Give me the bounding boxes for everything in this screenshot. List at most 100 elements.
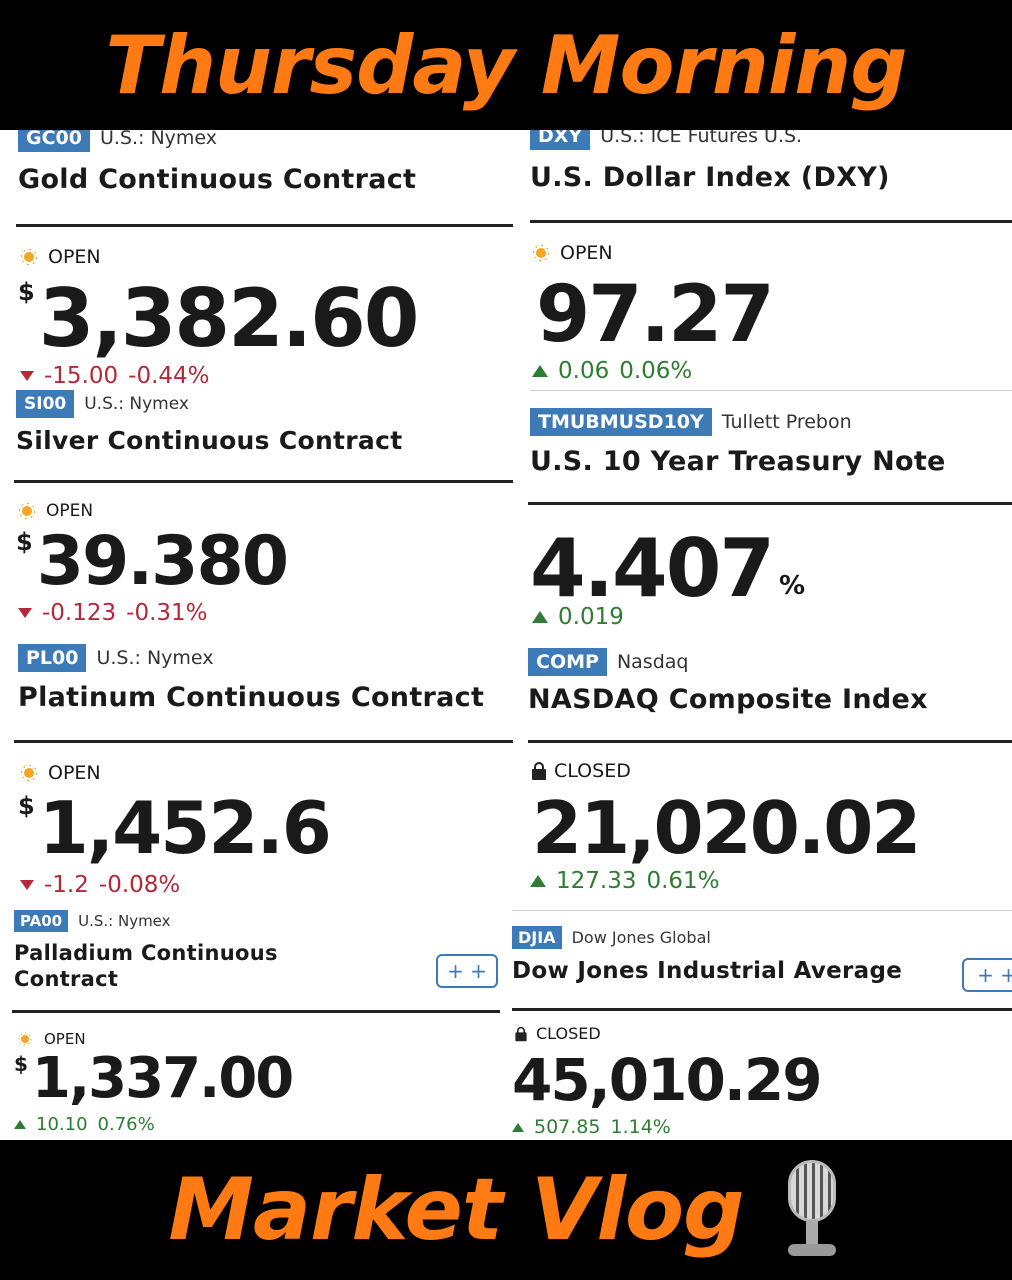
market-status: OPEN	[18, 246, 101, 268]
price-value: $ 1,452.6	[18, 786, 332, 870]
ticker-badge[interactable]: COMP	[528, 648, 607, 676]
add-to-watchlist-button[interactable]: + +	[436, 954, 498, 988]
status-label: OPEN	[560, 242, 613, 264]
exchange-label: Nasdaq	[616, 651, 689, 673]
price-change: 0.06 0.06%	[532, 358, 692, 384]
instrument-name[interactable]: Silver Continuous Contract	[16, 426, 403, 455]
divider	[530, 220, 1012, 223]
change-amount: -1.2	[44, 872, 89, 898]
instrument-name[interactable]: Platinum Continuous Contract	[18, 682, 485, 713]
lock-icon	[515, 1026, 527, 1041]
percent-suffix: %	[779, 571, 806, 601]
up-arrow-icon	[512, 1122, 524, 1132]
exchange-label: U.S.: Nymex	[99, 130, 218, 149]
currency-symbol: $	[16, 528, 33, 556]
sun-icon	[16, 500, 38, 522]
market-status: CLOSED	[532, 760, 631, 782]
status-label: OPEN	[48, 762, 101, 784]
price-change: 507.85 1.14%	[512, 1116, 671, 1138]
divider	[12, 1010, 500, 1013]
exchange-label: U.S.: ICE Futures U.S.	[600, 130, 803, 147]
price-number: 21,020.02	[532, 786, 921, 870]
ticker-row-dxy: DXY U.S.: ICE Futures U.S.	[530, 130, 802, 150]
divider	[530, 390, 1012, 391]
currency-symbol: $	[18, 278, 35, 306]
bottom-banner: Market Vlog	[0, 1140, 1012, 1280]
price-number: 4.407	[530, 522, 775, 615]
market-status: OPEN	[14, 1028, 86, 1050]
change-amount: 0.019	[558, 604, 624, 630]
price-change: -15.00 -0.44%	[20, 364, 210, 388]
market-status: OPEN	[530, 242, 613, 264]
status-label: CLOSED	[536, 1024, 601, 1043]
down-arrow-icon	[18, 608, 32, 618]
divider	[528, 502, 1012, 505]
market-panel: GC00 U.S.: Nymex Gold Continuous Contrac…	[0, 130, 1012, 1140]
up-arrow-icon	[530, 875, 546, 887]
change-percent: -0.31%	[126, 600, 208, 626]
change-percent: 0.76%	[97, 1114, 155, 1135]
price-value: 97.27	[536, 270, 775, 360]
instrument-name[interactable]: Gold Continuous Contract	[18, 164, 417, 195]
up-arrow-icon	[532, 365, 548, 377]
up-arrow-icon	[14, 1120, 26, 1129]
instrument-name[interactable]: U.S. 10 Year Treasury Note	[530, 446, 946, 477]
price-number: 1,337.00	[31, 1046, 294, 1111]
divider	[512, 910, 1012, 911]
ticker-badge[interactable]: SI00	[16, 390, 75, 418]
ticker-row-platinum: PL00 U.S.: Nymex	[18, 644, 214, 672]
instrument-name-line1: Palladium Continuous	[14, 941, 278, 965]
price-number: 97.27	[536, 270, 775, 360]
ticker-badge[interactable]: DJIA	[512, 926, 562, 949]
ticker-row-djia: DJIA Dow Jones Global	[512, 926, 711, 949]
instrument-name[interactable]: Palladium Continuous Contract	[14, 940, 278, 992]
change-percent: -0.08%	[98, 872, 181, 898]
status-label: CLOSED	[554, 760, 631, 782]
sun-icon	[16, 1030, 34, 1048]
status-label: OPEN	[46, 501, 94, 521]
sun-icon	[18, 762, 40, 784]
change-amount: 507.85	[534, 1116, 601, 1138]
change-percent: -0.44%	[128, 364, 210, 388]
ticker-badge[interactable]: DXY	[530, 130, 591, 150]
ticker-badge[interactable]: GC00	[18, 130, 90, 152]
ticker-badge[interactable]: TMUBMUSD10Y	[530, 408, 712, 436]
sun-icon	[530, 242, 552, 264]
divider	[528, 740, 1012, 743]
instrument-name[interactable]: U.S. Dollar Index (DXY)	[530, 162, 890, 193]
exchange-label: Tullett Prebon	[721, 411, 852, 433]
price-number: 39.380	[36, 522, 289, 601]
ticker-badge[interactable]: PA00	[14, 910, 69, 932]
price-change: 0.019	[532, 604, 624, 630]
divider	[16, 224, 513, 227]
market-status: OPEN	[16, 500, 93, 522]
up-arrow-icon	[532, 611, 548, 623]
price-change: 10.10 0.76%	[14, 1114, 155, 1135]
down-arrow-icon	[20, 880, 34, 890]
add-to-watchlist-button[interactable]: + +	[962, 958, 1012, 992]
ticker-row-10y: TMUBMUSD10Y Tullett Prebon	[530, 408, 852, 436]
banner-subtitle: Market Vlog	[168, 1160, 744, 1260]
microphone-icon	[780, 1160, 844, 1260]
change-percent: 0.61%	[646, 868, 720, 894]
price-number: 45,010.29	[512, 1046, 823, 1114]
divider	[14, 740, 513, 743]
market-status: OPEN	[18, 762, 101, 784]
divider	[512, 1008, 1012, 1011]
ticker-badge[interactable]: PL00	[18, 644, 87, 672]
price-value: 45,010.29	[512, 1046, 823, 1114]
change-amount: 10.10	[36, 1114, 88, 1135]
status-label: OPEN	[44, 1030, 86, 1048]
currency-symbol: $	[14, 1052, 28, 1076]
sun-icon	[18, 246, 40, 268]
price-value: 21,020.02	[532, 786, 921, 870]
price-value: 4.407 %	[530, 522, 805, 615]
exchange-label: Dow Jones Global	[571, 928, 711, 947]
change-amount: 127.33	[556, 868, 637, 894]
instrument-name[interactable]: NASDAQ Composite Index	[528, 684, 928, 715]
change-amount: 0.06	[558, 358, 610, 384]
divider	[14, 480, 513, 483]
instrument-name[interactable]: Dow Jones Industrial Average	[512, 958, 903, 984]
market-status: CLOSED	[514, 1024, 601, 1043]
change-percent: 1.14%	[610, 1116, 671, 1138]
